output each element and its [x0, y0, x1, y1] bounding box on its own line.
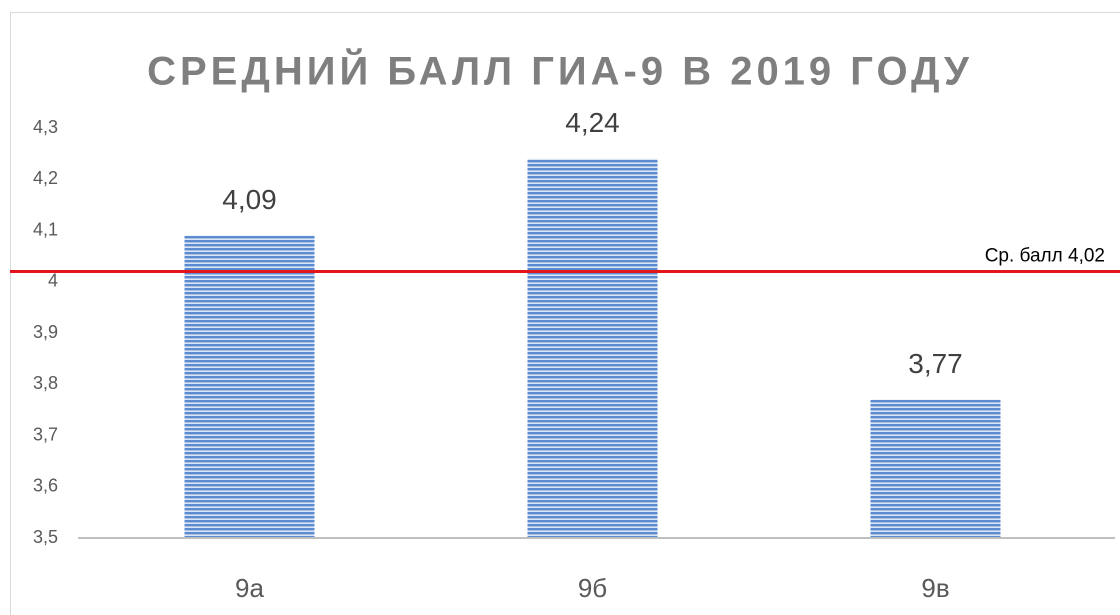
y-tick-label: 4,1: [33, 219, 58, 239]
bar: [527, 158, 658, 538]
reference-label: Ср. балл 4,02: [985, 246, 1105, 267]
y-tick-label: 3,7: [33, 424, 58, 444]
y-tick-label: 4,3: [33, 117, 58, 137]
y-tick-label: 4,2: [33, 168, 58, 188]
y-tick-label: 4: [48, 271, 58, 291]
chart-border: [10, 12, 1120, 615]
chart-title: СРЕДНИЙ БАЛЛ ГИА-9 В 2019 ГОДУ: [147, 48, 973, 94]
bar: [870, 399, 1001, 538]
data-label: 4,24: [565, 107, 620, 138]
x-tick-label: 9а: [235, 573, 264, 603]
x-tick-label: 9б: [578, 573, 607, 603]
y-tick-label: 3,8: [33, 373, 58, 393]
data-label: 3,77: [908, 348, 963, 379]
y-tick-label: 3,6: [33, 476, 58, 496]
data-label: 4,09: [222, 184, 277, 215]
x-tick-label: 9в: [921, 573, 949, 603]
y-tick-label: 3,9: [33, 322, 58, 342]
y-tick-label: 3,5: [33, 527, 58, 547]
bar: [184, 235, 315, 538]
